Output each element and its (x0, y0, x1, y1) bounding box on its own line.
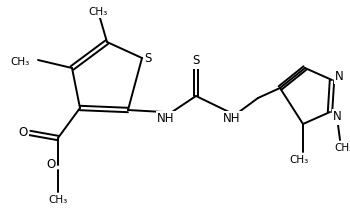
Text: CH₃: CH₃ (334, 143, 350, 153)
Text: N: N (335, 70, 343, 82)
Text: CH₃: CH₃ (289, 155, 309, 165)
Text: NH: NH (157, 113, 175, 126)
Text: NH: NH (223, 113, 241, 126)
Text: S: S (144, 52, 152, 64)
Text: CH₃: CH₃ (11, 57, 30, 67)
Text: S: S (192, 54, 200, 67)
Text: O: O (46, 159, 56, 172)
Text: O: O (18, 127, 28, 139)
Text: CH₃: CH₃ (48, 195, 68, 205)
Text: N: N (332, 110, 341, 124)
Text: CH₃: CH₃ (88, 7, 108, 17)
